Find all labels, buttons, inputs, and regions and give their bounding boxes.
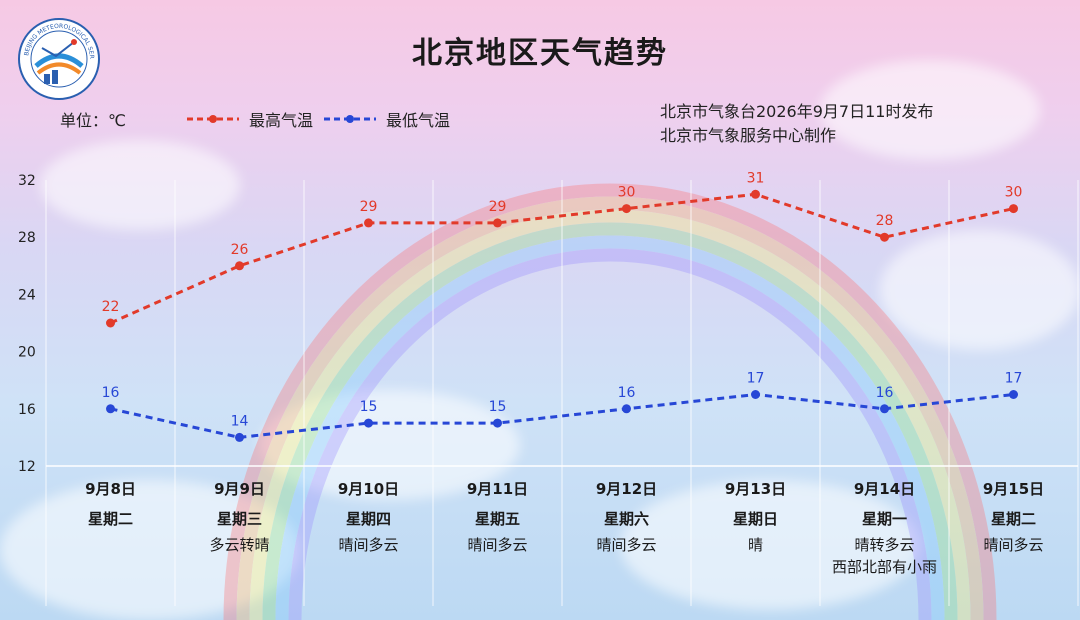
y-tick-label: 24 xyxy=(18,287,36,303)
high-temp-point xyxy=(1009,204,1018,214)
day-column: 9月13日星期日晴 xyxy=(691,474,820,556)
issuer-line-2: 北京市气象服务中心制作 xyxy=(660,126,837,145)
y-tick-label: 12 xyxy=(18,459,36,475)
day-weather-label: 晴间多云 xyxy=(983,536,1044,554)
day-column: 9月9日星期三多云转晴 xyxy=(175,474,304,556)
low-temp-point xyxy=(364,418,373,428)
low-temp-point xyxy=(751,390,760,399)
high-temp-point xyxy=(235,261,244,271)
day-weekday-label: 星期二 xyxy=(990,510,1036,528)
day-weather-label: 晴间多云 xyxy=(467,536,528,554)
low-temp-value-label: 16 xyxy=(102,385,120,401)
background-cloud xyxy=(620,480,920,610)
legend-high-swatch xyxy=(187,115,239,123)
legend-low-swatch xyxy=(324,115,376,123)
day-weather-label: 晴 xyxy=(747,536,763,554)
day-weekday-label: 星期六 xyxy=(603,510,649,528)
high-temp-value-label: 31 xyxy=(747,170,765,186)
day-weather-label: 晴转多云 xyxy=(854,536,915,554)
high-temp-line xyxy=(109,192,1014,325)
day-date-label: 9月9日 xyxy=(214,480,265,498)
high-temp-value-label: 22 xyxy=(102,299,120,315)
day-column: 9月15日星期二晴间多云 xyxy=(949,474,1078,556)
low-temp-value-label: 14 xyxy=(231,413,249,429)
low-temp-point xyxy=(106,404,115,414)
day-weekday-label: 星期三 xyxy=(216,510,262,528)
low-temp-point xyxy=(493,418,502,428)
low-temp-point xyxy=(880,404,889,414)
day-date-label: 9月14日 xyxy=(853,480,916,498)
high-temp-value-label: 29 xyxy=(360,199,378,215)
background-cloud xyxy=(820,60,1040,160)
legend-high-label: 最高气温 xyxy=(249,111,314,130)
low-temp-value-label: 17 xyxy=(747,371,765,387)
background-cloud xyxy=(260,390,520,500)
day-column: 9月11日星期五晴间多云 xyxy=(433,474,562,556)
day-weather-label: 西部北部有小雨 xyxy=(831,558,937,576)
day-date-label: 9月15日 xyxy=(982,480,1045,498)
low-temp-value-label: 17 xyxy=(1005,371,1023,387)
day-date-label: 9月12日 xyxy=(595,480,658,498)
low-temp-value-label: 16 xyxy=(618,385,636,401)
y-tick-label: 20 xyxy=(18,345,36,361)
day-weather-label: 晴间多云 xyxy=(596,536,657,554)
meteorological-service-logo: BEIJING METEOROLOGICAL SERVICE xyxy=(18,18,100,100)
day-weather-label: 晴间多云 xyxy=(338,536,399,554)
day-date-label: 9月11日 xyxy=(466,480,529,498)
day-date-label: 9月13日 xyxy=(724,480,787,498)
background-cloud xyxy=(40,140,240,230)
low-temp-point xyxy=(235,432,244,442)
y-tick-label: 16 xyxy=(18,402,36,418)
high-temp-value-label: 26 xyxy=(231,242,249,258)
y-tick-label: 28 xyxy=(18,230,36,246)
high-temp-value-label: 30 xyxy=(1005,185,1023,201)
day-weekday-label: 星期日 xyxy=(732,510,778,528)
high-temp-value-label: 30 xyxy=(618,185,636,201)
background-cloud xyxy=(0,480,300,620)
legend-high-temp: 最高气温 xyxy=(185,107,313,131)
y-tick-label: 32 xyxy=(18,173,36,189)
low-temp-line xyxy=(110,392,1014,439)
high-temp-value-label: 29 xyxy=(489,199,507,215)
high-temp-point xyxy=(106,318,115,328)
legend-low-label: 最低气温 xyxy=(386,111,451,130)
high-temp-point xyxy=(751,189,760,199)
unit-label: 单位：℃ xyxy=(60,111,126,130)
low-temp-point xyxy=(1009,390,1018,399)
low-temp-value-label: 16 xyxy=(876,385,894,401)
day-column: 9月10日星期四晴间多云 xyxy=(304,474,433,556)
day-column: 9月12日星期六晴间多云 xyxy=(562,474,691,556)
high-temp-point xyxy=(880,232,889,242)
day-column: 9月14日星期一晴转多云西部北部有小雨 xyxy=(820,474,949,578)
issuer-line-1: 北京市气象台2026年9月7日11时发布 xyxy=(660,102,934,121)
high-temp-value-label: 28 xyxy=(876,213,894,229)
day-weather-label: 多云转晴 xyxy=(209,536,270,554)
low-temp-point xyxy=(622,404,631,414)
day-weekday-label: 星期一 xyxy=(861,510,907,528)
page-title: 北京地区天气趋势 xyxy=(412,36,668,71)
background-cloud xyxy=(880,230,1080,350)
day-column: 9月8日星期二 xyxy=(46,474,175,534)
day-weekday-label: 星期二 xyxy=(87,510,133,528)
low-temp-value-label: 15 xyxy=(360,399,378,415)
legend-low-temp: 最低气温 xyxy=(322,107,450,131)
high-temp-point xyxy=(493,218,502,228)
high-temp-point xyxy=(622,204,631,214)
day-weekday-label: 星期四 xyxy=(345,510,391,528)
high-temp-point xyxy=(364,218,373,228)
day-date-label: 9月8日 xyxy=(85,480,136,498)
low-temp-value-label: 15 xyxy=(489,399,507,415)
day-date-label: 9月10日 xyxy=(337,480,400,498)
day-weekday-label: 星期五 xyxy=(474,510,520,528)
